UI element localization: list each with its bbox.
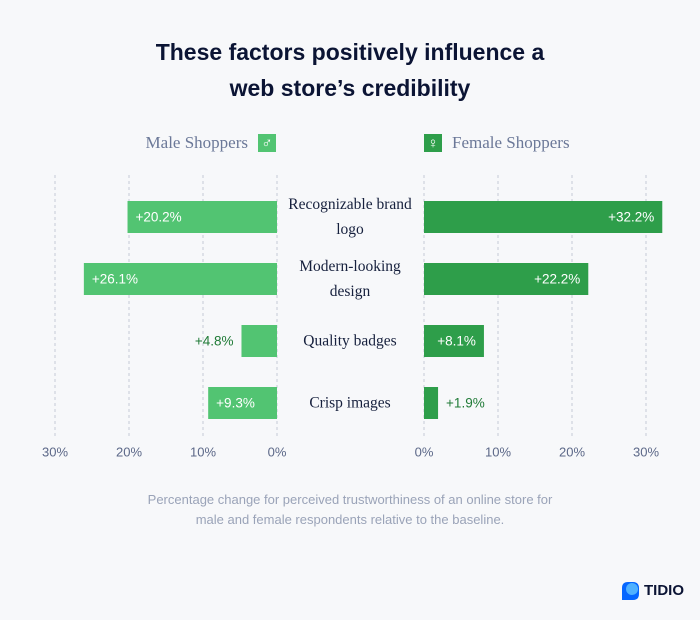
value-label: +9.3%	[216, 396, 255, 411]
value-label: +4.8%	[195, 334, 234, 349]
value-label: +8.1%	[437, 334, 476, 349]
legend-swatch	[424, 134, 442, 152]
legend-label: Male Shoppers	[146, 133, 248, 152]
bar	[424, 387, 439, 419]
footnote: Percentage change for perceived trustwor…	[147, 492, 553, 527]
category-label: Crisp images	[309, 394, 391, 412]
legend-label: Female Shoppers	[452, 133, 570, 152]
value-label: +1.9%	[446, 396, 485, 411]
chart-title: These factors positively influence a web…	[155, 39, 545, 101]
x-tick-label: 20%	[116, 444, 142, 459]
bar	[127, 201, 278, 233]
x-tick-label: 10%	[190, 444, 216, 459]
value-label: +32.2%	[608, 210, 654, 225]
x-tick-label: 30%	[42, 444, 68, 459]
x-tick-label: 0%	[268, 444, 287, 459]
bar	[424, 263, 589, 295]
value-label: +22.2%	[534, 272, 580, 287]
bar	[424, 325, 484, 357]
category-label: Recognizable brand logo	[288, 196, 412, 238]
x-tick-label: 10%	[485, 444, 511, 459]
legend-swatch	[258, 134, 276, 152]
legend-symbol: ♂	[261, 135, 272, 152]
logo-icon	[622, 582, 639, 600]
x-tick-label: 20%	[559, 444, 585, 459]
legend-symbol: ♀	[427, 135, 438, 152]
x-tick-label: 30%	[633, 444, 659, 459]
brand: TIDIO	[644, 582, 684, 599]
value-label: +26.1%	[92, 272, 138, 287]
x-tick-label: 0%	[415, 444, 434, 459]
bar	[424, 201, 663, 233]
category-label: Modern-looking design	[299, 258, 401, 300]
bar	[241, 325, 277, 357]
bar	[208, 387, 277, 419]
bar	[83, 263, 277, 295]
value-label: +20.2%	[136, 210, 182, 225]
category-label: Quality badges	[303, 332, 397, 350]
